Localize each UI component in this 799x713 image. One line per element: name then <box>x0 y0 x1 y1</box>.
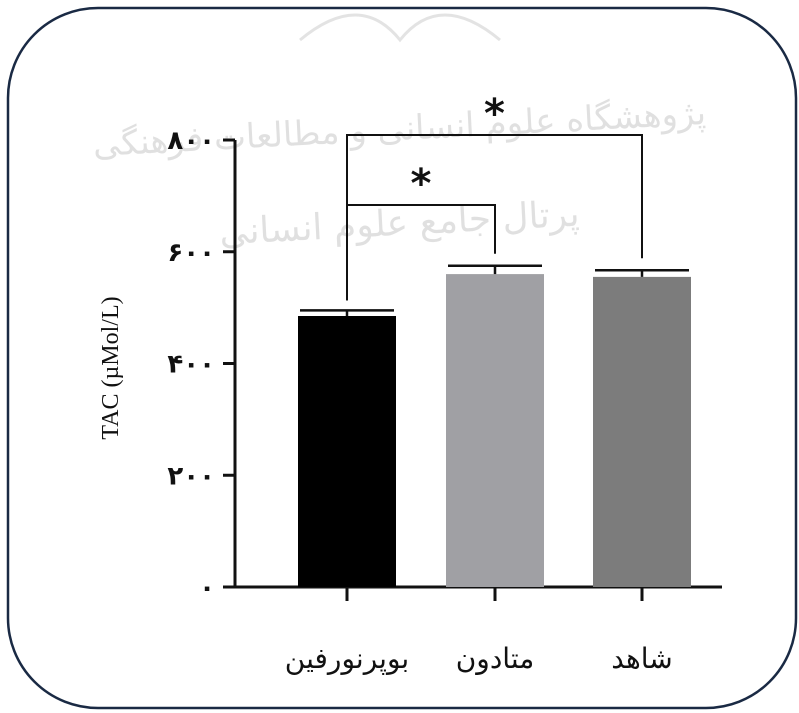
y-tick-label: ۶۰۰ <box>167 238 215 268</box>
x-category-label: شاهد <box>611 642 672 675</box>
x-category-label: بوپرنورفین <box>285 642 409 675</box>
watermark-line-2: پرتال جامع علوم انسانی <box>218 194 580 254</box>
y-tick-label: ۸۰۰ <box>167 126 215 156</box>
significance-brackets: ** <box>346 91 643 301</box>
x-category-label: متادون <box>456 642 535 675</box>
y-tick-label: ۲۰۰ <box>167 461 215 491</box>
significance-bracket <box>346 134 643 301</box>
y-axis-title: TAC (µMol/L) <box>98 296 124 439</box>
bars <box>298 274 691 587</box>
bar <box>298 316 396 587</box>
watermark-emblem <box>299 13 501 43</box>
y-tick-label: ۰ <box>199 573 215 603</box>
significance-label: * <box>411 161 432 207</box>
bar <box>446 274 544 587</box>
error-bars <box>300 264 689 317</box>
significance-label: * <box>484 91 505 137</box>
category-labels: بوپرنورفین متادون شاهد <box>285 642 673 675</box>
y-tick-label: ۴۰۰ <box>167 350 215 380</box>
bar <box>593 276 691 587</box>
chart-frame <box>6 6 798 710</box>
